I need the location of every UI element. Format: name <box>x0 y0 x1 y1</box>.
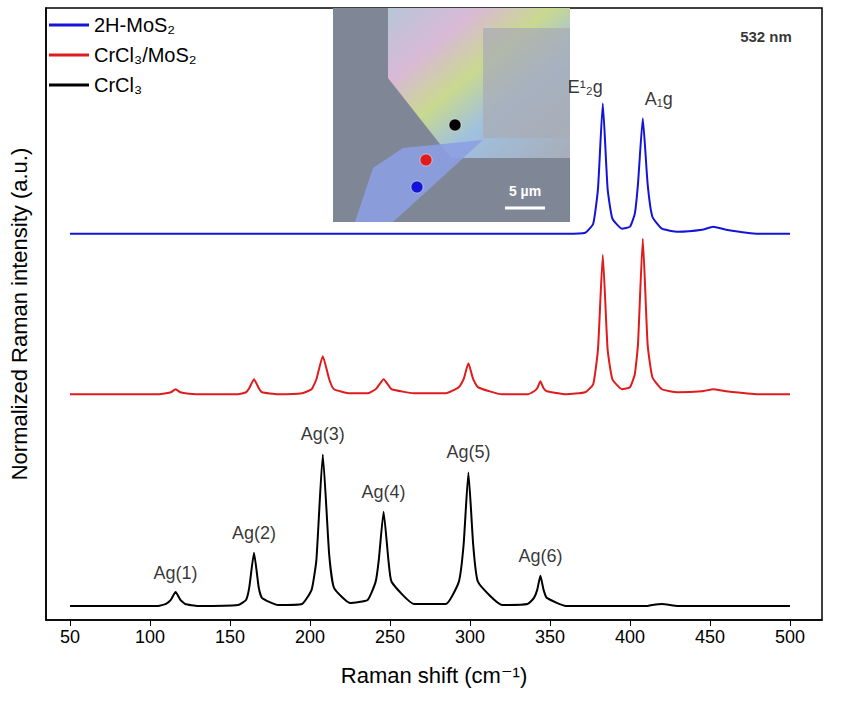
svg-text:400: 400 <box>615 627 645 647</box>
svg-text:Ag(5): Ag(5) <box>446 442 490 462</box>
svg-text:532 nm: 532 nm <box>740 28 792 45</box>
svg-text:Ag(6): Ag(6) <box>518 546 562 566</box>
svg-text:Ag(3): Ag(3) <box>301 424 345 444</box>
svg-text:2H-MoS₂: 2H-MoS₂ <box>94 14 175 36</box>
svg-text:500: 500 <box>775 627 805 647</box>
svg-text:CrCl₃/MoS₂: CrCl₃/MoS₂ <box>94 44 197 66</box>
svg-text:E¹₂g: E¹₂g <box>568 77 603 97</box>
svg-text:CrCl₃: CrCl₃ <box>94 74 142 96</box>
svg-text:200: 200 <box>295 627 325 647</box>
svg-text:150: 150 <box>215 627 245 647</box>
svg-text:50: 50 <box>60 627 80 647</box>
svg-text:100: 100 <box>135 627 165 647</box>
svg-text:350: 350 <box>535 627 565 647</box>
svg-text:Normalized Raman intensity (a.: Normalized Raman intensity (a.u.) <box>7 148 32 481</box>
svg-text:450: 450 <box>695 627 725 647</box>
svg-text:250: 250 <box>375 627 405 647</box>
svg-text:Raman shift (cm⁻¹): Raman shift (cm⁻¹) <box>341 663 527 688</box>
svg-text:A₁g: A₁g <box>645 89 673 109</box>
svg-text:300: 300 <box>455 627 485 647</box>
svg-text:Ag(1): Ag(1) <box>154 563 198 583</box>
svg-text:Ag(4): Ag(4) <box>362 482 406 502</box>
svg-text:5 µm: 5 µm <box>509 183 541 199</box>
svg-text:Ag(2): Ag(2) <box>232 523 276 543</box>
